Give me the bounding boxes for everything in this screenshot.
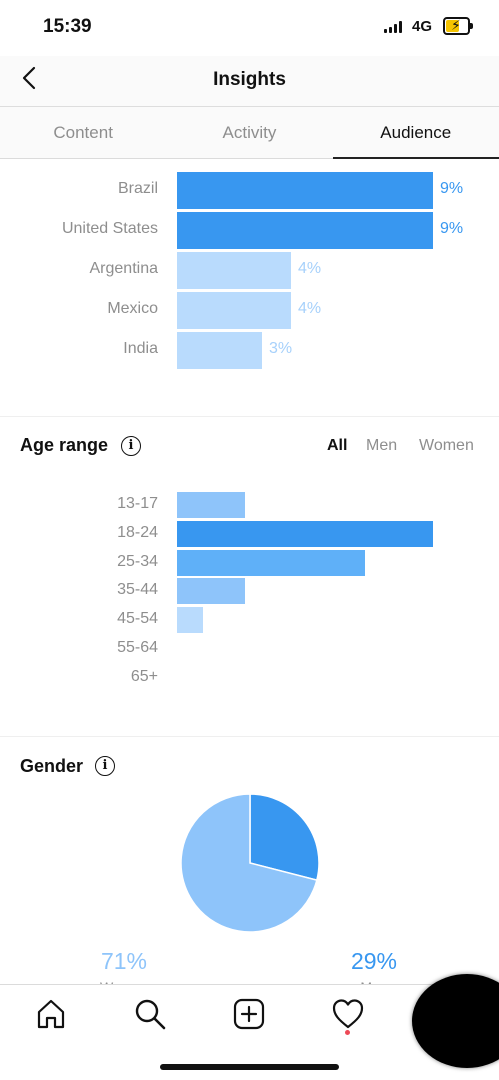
age-bar: [177, 520, 433, 547]
info-icon[interactable]: i: [95, 756, 115, 776]
men-percentage: 29%: [350, 948, 398, 974]
country-value: 4%: [298, 300, 322, 317]
gender-pie-chart: [180, 793, 320, 933]
country-label: Brazil: [117, 180, 158, 197]
filter-men[interactable]: Men: [366, 437, 398, 454]
country-label: Mexico: [107, 300, 158, 317]
age-bar: [177, 549, 365, 576]
age-bar: [177, 607, 203, 634]
home-indicator: [160, 1064, 339, 1070]
age-label: 45-54: [117, 610, 158, 628]
page-title: Insights: [213, 69, 286, 90]
divider: [0, 416, 499, 417]
cellular-signal-icon: [384, 21, 402, 33]
women-label: Women: [84, 979, 164, 984]
divider: [0, 736, 499, 737]
country-label: United States: [61, 220, 158, 237]
women-percentage: 71%: [100, 948, 148, 974]
tab-content[interactable]: Content: [53, 123, 113, 142]
new-post-icon[interactable]: [232, 997, 266, 1031]
pie-slice-women: [180, 793, 318, 933]
status-bar: 15:39 4G ⚡: [0, 0, 499, 56]
age-label: 18-24: [117, 523, 158, 541]
tab-bar: Content Activity Audience: [0, 106, 499, 159]
profile-icon[interactable]: [412, 974, 499, 1068]
country-value: 4%: [298, 260, 322, 277]
notification-dot: [345, 1030, 350, 1035]
age-label: 25-34: [117, 552, 158, 570]
country-label: Argentina: [89, 260, 159, 277]
tab-audience[interactable]: Audience: [332, 107, 499, 159]
filter-women[interactable]: Women: [419, 437, 474, 454]
tab-activity[interactable]: Activity: [222, 123, 277, 142]
men-label: Men: [334, 979, 414, 984]
activity-heart-icon[interactable]: [331, 997, 365, 1031]
age-bar: [177, 492, 245, 518]
country-label: India: [123, 340, 158, 357]
age-label: 35-44: [117, 581, 158, 599]
status-time: 15:39: [43, 16, 92, 37]
age-range-title: Age range: [20, 435, 109, 455]
search-icon[interactable]: [133, 997, 167, 1031]
country-value: 9%: [440, 180, 464, 197]
country-value: 3%: [269, 340, 293, 357]
country-bar: [177, 172, 433, 209]
age-bar: [177, 578, 245, 605]
age-label: 55-64: [117, 639, 158, 656]
age-label: 13-17: [117, 495, 158, 512]
pie-slice-men: [249, 793, 320, 882]
home-icon[interactable]: [34, 997, 68, 1031]
info-icon[interactable]: i: [121, 436, 141, 456]
country-bar: [177, 292, 291, 329]
age-label: 65+: [130, 667, 158, 685]
country-value: 9%: [440, 220, 464, 237]
country-bar: [177, 252, 291, 289]
battery-icon: ⚡: [443, 17, 473, 35]
header: Insights: [0, 56, 499, 106]
charging-bolt-icon: ⚡: [451, 17, 461, 33]
filter-all[interactable]: All: [327, 437, 348, 454]
country-bar: [177, 212, 433, 249]
network-type: 4G: [412, 18, 433, 35]
gender-title: Gender: [20, 756, 84, 776]
chevron-left-icon[interactable]: [18, 64, 42, 92]
country-bar: [177, 332, 262, 369]
